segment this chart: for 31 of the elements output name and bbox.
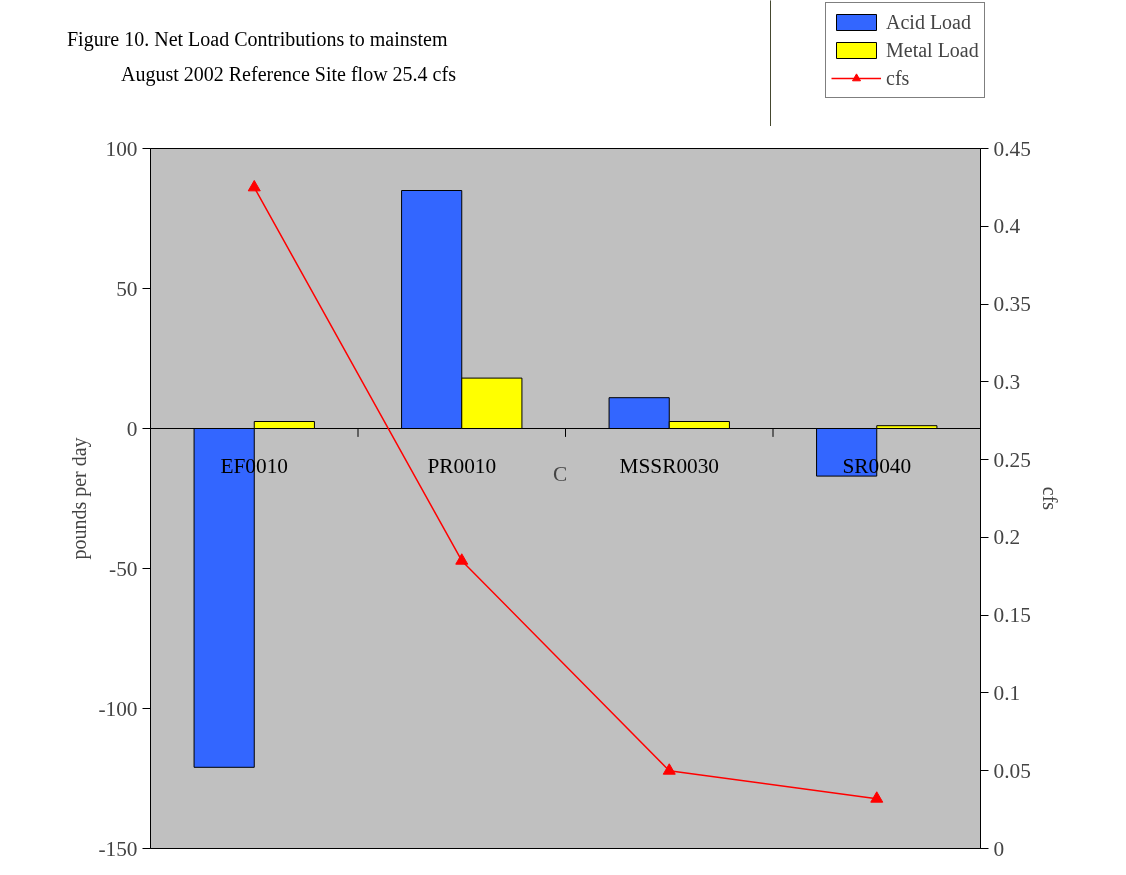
y2-tick-label: 0.15 [993,603,1031,628]
y2-tick-label: 0.1 [993,680,1021,705]
legend-label: Metal Load [886,37,979,63]
y2-tick-label: 0.2 [993,525,1021,550]
y-tick-label: -150 [98,836,138,861]
point [662,763,676,775]
x-tick-label: EF0010 [220,453,289,478]
x-tick-label: MSSR0030 [619,453,720,478]
chart-subtitle: August 2002 Reference Site flow 25.4 cfs [120,62,456,88]
y-tick-label: 100 [105,136,138,161]
y2-tick-label: 0.35 [993,292,1031,317]
legend-label: Acid Load [886,9,971,35]
y2-tick-label: 0 [993,836,1005,861]
point [247,179,261,192]
y2-tick-label: 0.25 [993,447,1031,472]
y2-axis-title: cfs [1038,486,1061,511]
y-axis-title: pounds per day [68,437,92,560]
point [455,553,469,565]
y-tick-label: -50 [109,556,138,581]
y2-tick-label: 0.4 [993,214,1021,239]
point [870,791,884,803]
y-tick-label: 0 [126,416,138,441]
y-tick-label: 50 [116,276,138,301]
x-tick-label: PR0010 [427,453,497,478]
y2-tick-label: 0.05 [993,758,1031,783]
y-tick-label: -100 [98,696,138,721]
y2-tick-label: 0.45 [993,136,1031,161]
legend-label: cfs [886,65,910,91]
chart-title: Figure 10. Net Load Contributions to mainstem [66,27,449,53]
annotation: C [553,462,568,487]
y2-tick-label: 0.3 [993,369,1021,394]
